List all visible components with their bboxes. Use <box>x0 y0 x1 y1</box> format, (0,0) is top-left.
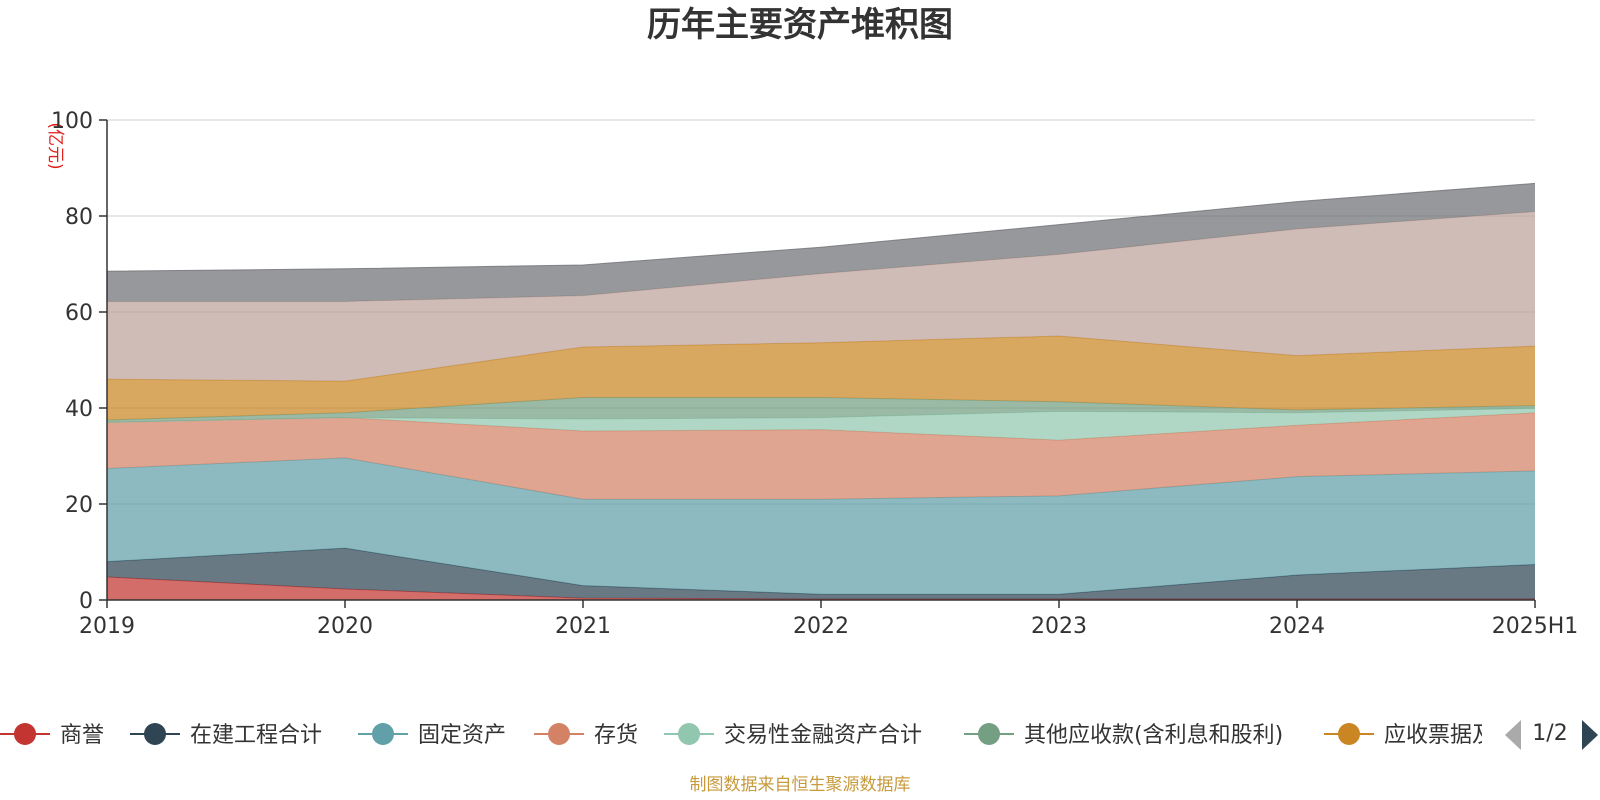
area-series-0 <box>107 576 1535 600</box>
area-series-3 <box>107 412 1535 500</box>
legend-page-indicator: 1/2 <box>1532 721 1567 746</box>
legend-item-label: 应收票据及应收账款 <box>1384 723 1582 748</box>
legend-item[interactable]: 交易性金融资产合计 <box>664 723 922 748</box>
legend-item-label: 在建工程合计 <box>190 723 322 748</box>
legend-item-label: 固定资产 <box>418 723 506 748</box>
legend-circle-marker <box>678 723 700 745</box>
data-source-footer: 制图数据来自恒生聚源数据库 <box>690 775 911 795</box>
legend-circle-marker <box>14 723 36 745</box>
legend-item[interactable]: 存货 <box>534 723 638 748</box>
legend: 商誉 在建工程合计 固定资产 存货 交易性金融资产合计 其他应收款(含利息和股利) 应收票据… <box>0 723 1582 748</box>
x-tick-label: 2021 <box>555 614 611 639</box>
legend-item[interactable]: 商誉 <box>0 723 104 748</box>
area-series <box>106 182 1536 600</box>
area-series-edge-8 <box>106 182 1536 272</box>
y-tick-label: 80 <box>65 205 93 230</box>
area-series-7 <box>107 211 1535 382</box>
y-tick-label: 100 <box>51 109 93 134</box>
legend-next-icon[interactable] <box>1582 720 1598 750</box>
x-tick-label: 2023 <box>1031 614 1087 639</box>
x-tick-label: 2019 <box>79 614 135 639</box>
legend-item-label: 其他应收款(含利息和股利) <box>1024 723 1283 748</box>
axes: 0 20 40 60 80 100 2019 2020 2021 2022 2023 2024 2025… <box>51 109 1578 639</box>
legend-circle-marker <box>1338 723 1360 745</box>
x-tick-label: 2025H1 <box>1492 614 1579 639</box>
legend-item-label: 存货 <box>594 723 638 748</box>
y-tick-label: 40 <box>65 397 93 422</box>
y-tick-label: 20 <box>65 493 93 518</box>
y-tick-label: 60 <box>65 301 93 326</box>
legend-item[interactable]: 在建工程合计 <box>130 723 322 748</box>
legend-circle-marker <box>978 723 1000 745</box>
legend-item-label: 交易性金融资产合计 <box>724 723 922 748</box>
x-tick-label: 2020 <box>317 614 373 639</box>
area-series-5 <box>107 397 1535 423</box>
chart-title: 历年主要资产堆积图 <box>647 5 953 45</box>
area-series-2 <box>107 457 1535 595</box>
y-axis-unit: (亿元) <box>45 122 65 169</box>
legend-item[interactable]: 应收票据及应收账款 <box>1324 723 1582 748</box>
legend-circle-marker <box>372 723 394 745</box>
y-tick-label: 0 <box>79 589 93 614</box>
legend-circle-marker <box>144 723 166 745</box>
legend-prev-icon[interactable] <box>1505 720 1521 750</box>
area-series-1 <box>107 548 1535 600</box>
legend-item[interactable]: 固定资产 <box>358 723 506 748</box>
legend-item[interactable]: 其他应收款(含利息和股利) <box>964 723 1283 748</box>
area-series-6 <box>107 336 1535 420</box>
legend-circle-marker <box>548 723 570 745</box>
legend-item-label: 商誉 <box>60 723 104 748</box>
area-series-4 <box>107 408 1535 441</box>
area-series-8 <box>107 183 1535 302</box>
legend-pager: 1/2 <box>1505 720 1598 750</box>
x-tick-label: 2022 <box>793 614 849 639</box>
x-tick-label: 2024 <box>1269 614 1325 639</box>
